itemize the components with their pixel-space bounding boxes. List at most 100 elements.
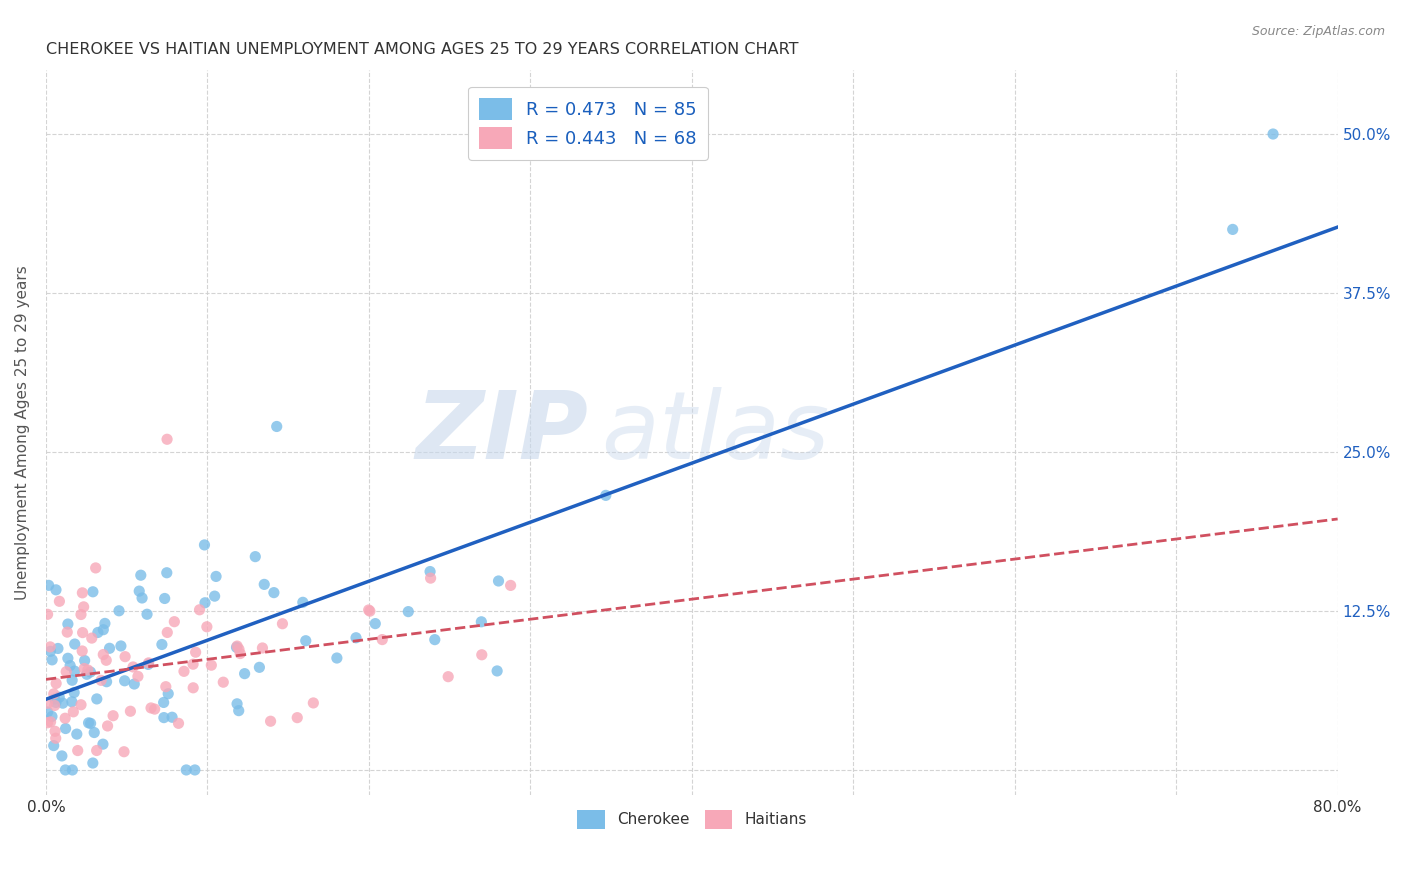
Point <box>233 666 256 681</box>
Legend: Cherokee, Haitians: Cherokee, Haitians <box>571 804 813 835</box>
Point <box>205 569 228 583</box>
Point <box>122 660 145 674</box>
Point <box>226 639 249 653</box>
Point <box>294 633 316 648</box>
Point <box>72 599 94 614</box>
Point <box>138 656 160 670</box>
Point <box>167 716 190 731</box>
Point <box>45 695 67 709</box>
Point <box>195 620 218 634</box>
Point <box>112 745 135 759</box>
Point <box>91 737 114 751</box>
Point <box>55 665 77 679</box>
Point <box>181 657 204 672</box>
Point <box>37 696 59 710</box>
Point <box>263 585 285 599</box>
Point <box>488 574 510 588</box>
Point <box>271 616 294 631</box>
Point <box>471 648 494 662</box>
Point <box>45 676 67 690</box>
Point <box>228 704 250 718</box>
Point <box>96 653 118 667</box>
Point <box>98 641 121 656</box>
Point <box>90 673 112 688</box>
Point <box>42 687 65 701</box>
Point <box>60 763 83 777</box>
Point <box>41 653 63 667</box>
Point <box>155 680 177 694</box>
Point <box>39 640 62 654</box>
Text: Source: ZipAtlas.com: Source: ZipAtlas.com <box>1251 25 1385 38</box>
Point <box>114 673 136 688</box>
Point <box>120 704 142 718</box>
Point <box>291 595 314 609</box>
Point <box>128 584 150 599</box>
Point <box>72 625 94 640</box>
Text: CHEROKEE VS HAITIAN UNEMPLOYMENT AMONG AGES 25 TO 29 YEARS CORRELATION CHART: CHEROKEE VS HAITIAN UNEMPLOYMENT AMONG A… <box>46 42 799 57</box>
Point <box>1261 127 1284 141</box>
Point <box>46 641 69 656</box>
Point <box>37 607 59 622</box>
Point <box>86 743 108 757</box>
Point <box>53 711 76 725</box>
Point <box>174 763 197 777</box>
Point <box>122 677 145 691</box>
Point <box>595 488 617 502</box>
Point <box>48 594 70 608</box>
Point <box>156 566 179 580</box>
Point <box>79 665 101 679</box>
Point <box>156 625 179 640</box>
Point <box>80 631 103 645</box>
Point <box>44 692 66 706</box>
Point <box>156 432 179 446</box>
Point <box>157 687 180 701</box>
Point <box>499 578 522 592</box>
Point <box>253 577 276 591</box>
Point <box>160 710 183 724</box>
Point <box>91 623 114 637</box>
Point <box>96 674 118 689</box>
Point <box>245 549 267 564</box>
Point <box>136 607 159 622</box>
Point <box>150 638 173 652</box>
Point <box>94 616 117 631</box>
Point <box>72 586 94 600</box>
Point <box>37 715 59 730</box>
Point <box>364 616 387 631</box>
Point <box>285 711 308 725</box>
Point <box>63 664 86 678</box>
Point <box>114 649 136 664</box>
Point <box>152 696 174 710</box>
Point <box>56 625 79 640</box>
Point <box>129 568 152 582</box>
Point <box>194 596 217 610</box>
Point <box>184 645 207 659</box>
Point <box>259 714 281 729</box>
Point <box>419 571 441 585</box>
Point <box>486 664 509 678</box>
Point <box>163 615 186 629</box>
Point <box>70 698 93 712</box>
Point <box>52 696 75 710</box>
Point <box>44 724 66 739</box>
Point <box>39 714 62 729</box>
Point <box>139 701 162 715</box>
Point <box>193 538 215 552</box>
Point <box>86 692 108 706</box>
Point <box>97 719 120 733</box>
Point <box>127 669 149 683</box>
Point <box>48 690 70 705</box>
Point <box>153 710 176 724</box>
Point <box>153 591 176 606</box>
Point <box>131 591 153 605</box>
Y-axis label: Unemployment Among Ages 25 to 29 years: Unemployment Among Ages 25 to 29 years <box>15 266 30 600</box>
Point <box>423 632 446 647</box>
Point <box>419 565 441 579</box>
Point <box>56 617 79 632</box>
Point <box>55 722 77 736</box>
Point <box>53 763 76 777</box>
Point <box>357 603 380 617</box>
Point <box>437 670 460 684</box>
Point <box>1222 222 1244 236</box>
Point <box>73 654 96 668</box>
